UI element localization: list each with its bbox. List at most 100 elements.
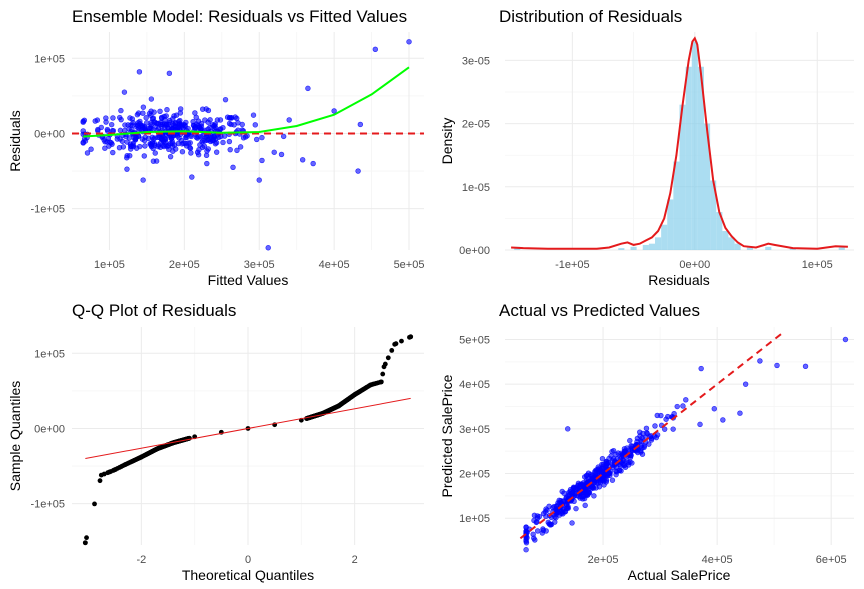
residual-point: [94, 117, 101, 123]
residual-point: [127, 115, 133, 121]
histogram-bar: [618, 248, 625, 250]
x-tick-label: 0: [245, 554, 251, 566]
x-axis-label: Residuals: [648, 272, 709, 288]
y-tick-label: -1e+05: [30, 204, 65, 216]
residual-point: [110, 115, 116, 121]
prediction-point: [654, 432, 661, 438]
residual-point: [242, 134, 249, 140]
histogram-bar: [722, 231, 729, 250]
residual-point: [117, 136, 123, 142]
qq-point: [380, 371, 386, 377]
residual-point: [137, 118, 143, 125]
histogram-bar: [710, 180, 717, 250]
residual-point: [127, 153, 133, 159]
y-tick-label: 2e-05: [462, 119, 490, 131]
prediction-point: [534, 519, 540, 525]
prediction-point: [609, 477, 616, 483]
chart-panel-4: 2e+05 4e+05 6e+05 1e+05 2e+05 3e+05 4e+05 5e+05…: [439, 301, 854, 583]
qq-point: [385, 355, 391, 361]
residual-point: [130, 119, 136, 126]
residual-point: [188, 150, 194, 156]
residual-point: [167, 153, 174, 160]
histogram-bar: [648, 243, 656, 250]
residual-point: [148, 96, 155, 102]
histogram-bar: [685, 66, 692, 250]
histogram-bar: [691, 41, 698, 251]
residual-point: [299, 157, 306, 163]
residual-point: [187, 140, 193, 146]
residual-point: [187, 144, 193, 151]
histogram-bar: [661, 224, 668, 250]
residual-point: [331, 108, 337, 114]
residual-point: [126, 135, 133, 141]
prediction-point: [531, 535, 537, 541]
residual-point: [152, 135, 158, 141]
prediction-point: [591, 493, 597, 499]
x-axis-label: Actual SalePrice: [628, 567, 731, 583]
residual-point: [357, 121, 364, 128]
residual-point: [140, 177, 146, 183]
residual-point: [372, 46, 379, 52]
qq-point: [82, 540, 88, 546]
residual-point: [177, 110, 184, 116]
y-tick-label: 3e-05: [462, 55, 490, 67]
x-tick-label: 0e+00: [679, 259, 710, 271]
residual-point: [140, 104, 147, 110]
residual-point: [217, 126, 224, 132]
residual-point: [169, 138, 175, 145]
residual-point: [176, 135, 182, 141]
x-tick-label: 3e+05: [244, 259, 275, 271]
residual-point: [95, 126, 101, 133]
residual-point: [209, 122, 216, 128]
identity-reference-line: [519, 332, 784, 540]
residual-point: [193, 134, 200, 140]
histogram-bar: [728, 237, 735, 250]
residual-point: [250, 112, 257, 118]
y-tick-label: 4e+05: [459, 379, 490, 391]
residual-point: [265, 245, 271, 251]
residual-point: [110, 149, 116, 156]
prediction-point: [539, 530, 546, 536]
x-tick-label: 6e+05: [816, 554, 847, 566]
residual-point: [84, 150, 91, 156]
y-tick-label: 5e+05: [459, 335, 490, 347]
residual-point: [207, 117, 213, 123]
residual-point: [226, 120, 233, 127]
x-tick-label: -1e+05: [555, 259, 590, 271]
qq-point: [97, 478, 103, 484]
y-tick-label: 1e-05: [462, 182, 490, 194]
y-tick-label: 3e+05: [459, 424, 490, 436]
qq-point: [352, 392, 358, 398]
histogram-bar: [746, 246, 753, 250]
residual-point: [171, 122, 177, 129]
prediction-point: [565, 426, 571, 432]
qq-point: [378, 379, 384, 385]
x-tick-label: -2: [136, 554, 146, 566]
residual-point: [256, 177, 262, 183]
residual-point: [127, 141, 134, 147]
residual-point: [208, 134, 215, 140]
prediction-point: [648, 433, 654, 439]
prediction-point: [553, 511, 560, 517]
prediction-point: [523, 528, 529, 534]
residual-point: [133, 135, 139, 141]
residual-point: [222, 96, 229, 103]
x-tick-label: 1e+05: [94, 259, 125, 271]
y-tick-label: 1e+05: [34, 348, 65, 360]
qq-point: [336, 403, 342, 409]
residual-point: [148, 119, 154, 126]
histogram-bar: [838, 247, 845, 250]
prediction-point: [546, 503, 552, 510]
prediction-point: [585, 492, 591, 498]
histogram-bar: [716, 212, 723, 250]
residual-point: [234, 147, 240, 154]
prediction-point: [565, 490, 572, 496]
histogram-bar: [630, 246, 637, 250]
histogram-bar: [703, 123, 711, 250]
prediction-point: [697, 421, 703, 428]
histogram-bar: [667, 199, 674, 250]
x-tick-label: 4e+05: [702, 554, 733, 566]
prediction-point: [581, 474, 588, 480]
x-tick-label: 2e+05: [169, 259, 200, 271]
prediction-point: [604, 461, 610, 467]
